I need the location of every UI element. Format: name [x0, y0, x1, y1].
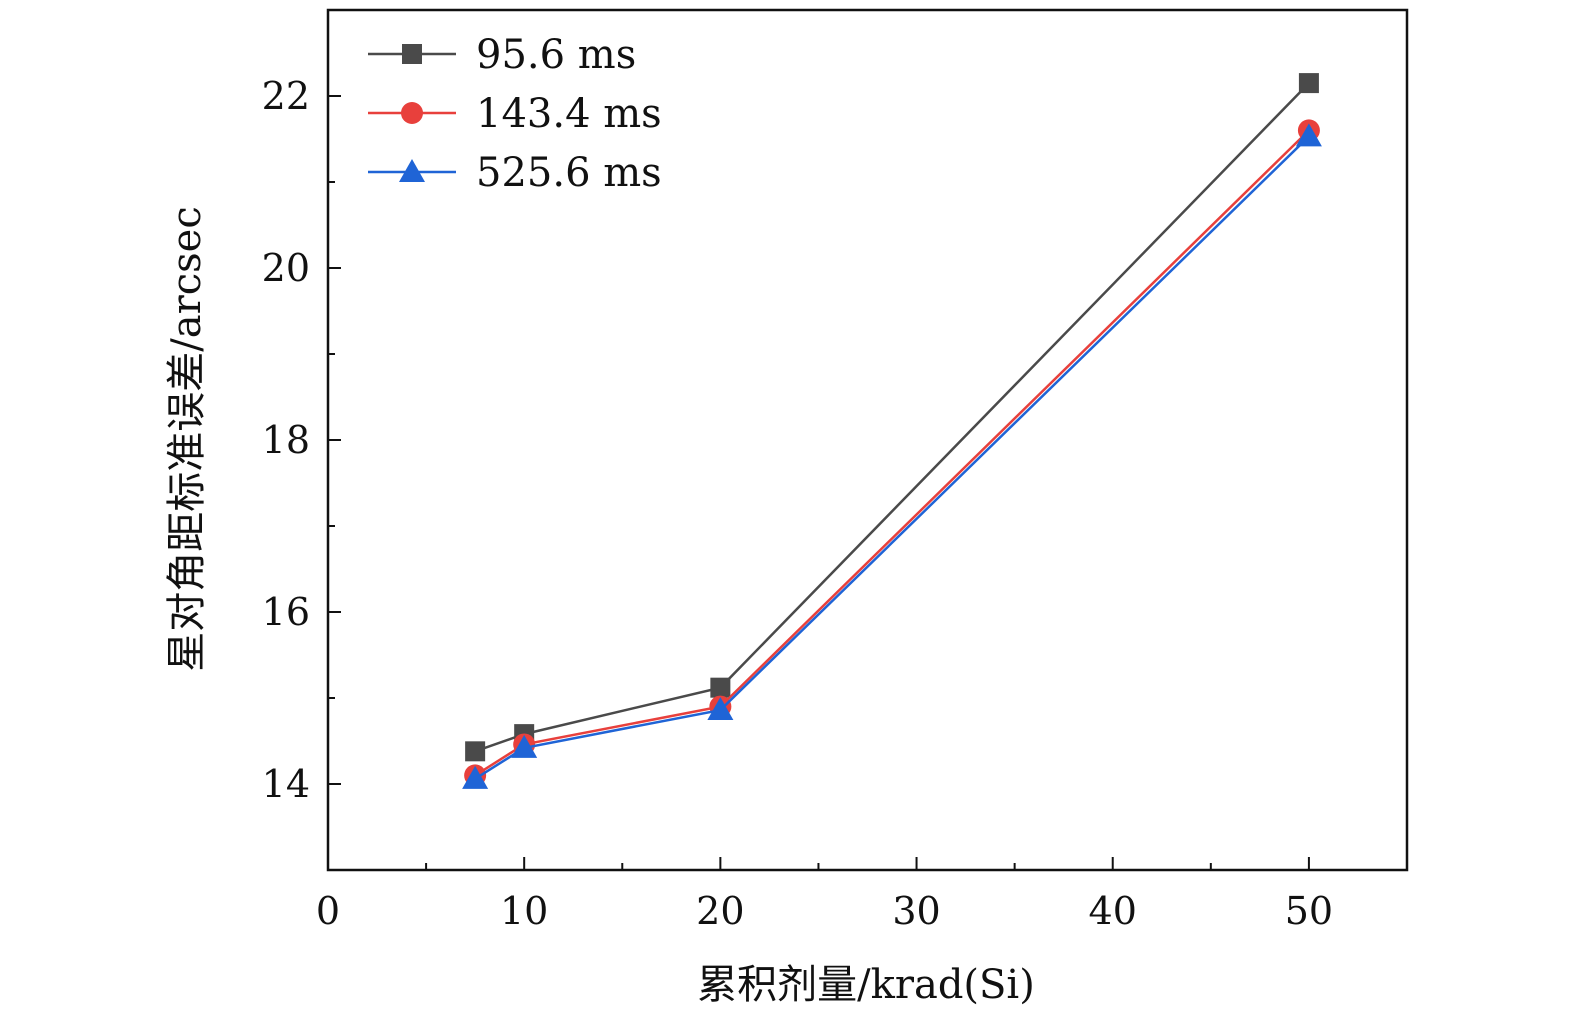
legend-item: 95.6 ms — [368, 32, 636, 78]
legend-label: 95.6 ms — [476, 32, 636, 78]
data-point — [511, 734, 538, 758]
data-point — [1295, 123, 1322, 147]
legend: 95.6 ms 143.4 ms 525.6 ms — [368, 32, 662, 196]
x-tick-label: 40 — [1089, 889, 1137, 933]
legend-item: 143.4 ms — [368, 91, 662, 137]
series-line — [474, 129, 1310, 777]
y-axis: 14 16 18 20 22 — [262, 9, 341, 871]
series-line — [474, 135, 1310, 780]
y-tick-label: 14 — [262, 762, 310, 806]
series-2 — [464, 119, 1320, 787]
series-line — [474, 82, 1310, 753]
y-tick-label: 20 — [262, 246, 310, 290]
legend-marker — [402, 44, 422, 64]
data-point — [462, 765, 489, 789]
y-tick-label: 18 — [262, 418, 310, 462]
x-tick-label: 50 — [1285, 889, 1333, 933]
series-layer — [462, 73, 1322, 789]
series-3 — [462, 123, 1322, 789]
plot-frame — [326, 8, 1409, 872]
x-tick-label: 30 — [892, 889, 940, 933]
data-point — [710, 677, 731, 698]
plot-border — [326, 8, 1409, 872]
data-point — [465, 741, 486, 762]
legend-label: 143.4 ms — [476, 91, 662, 137]
data-point — [707, 697, 734, 721]
legend-marker — [401, 102, 423, 124]
data-point — [1298, 73, 1319, 94]
y-axis-title: 星对角距标准误差/arcsec — [164, 206, 210, 671]
y-tick-label: 22 — [262, 74, 310, 118]
legend-label: 525.6 ms — [476, 150, 662, 196]
x-tick-label: 10 — [500, 889, 548, 933]
x-tick-label: 20 — [696, 889, 744, 933]
x-axis: 0 10 20 30 40 50 — [316, 857, 1408, 933]
x-axis-title: 累积剂量/krad(Si) — [697, 962, 1035, 1008]
y-tick-label: 16 — [262, 590, 310, 634]
legend-item: 525.6 ms — [368, 150, 662, 196]
x-tick-label: 0 — [316, 889, 340, 933]
legend-marker — [399, 159, 425, 182]
